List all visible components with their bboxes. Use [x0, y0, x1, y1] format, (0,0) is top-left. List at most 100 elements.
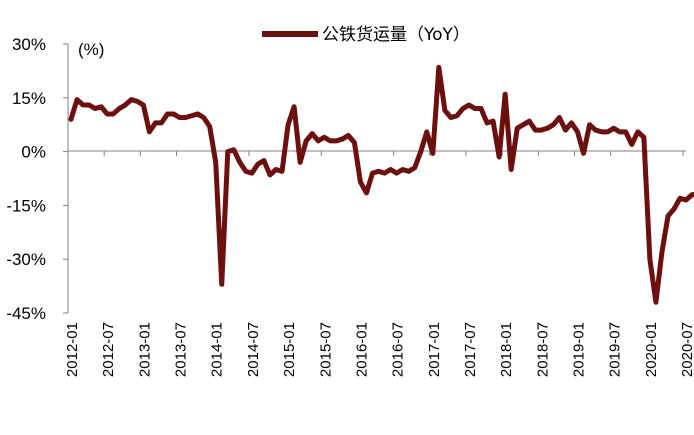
- data-point: [196, 112, 200, 116]
- data-point: [238, 160, 242, 164]
- data-point: [648, 257, 652, 261]
- data-point: [437, 65, 441, 69]
- data-point: [654, 300, 658, 304]
- data-point: [503, 92, 507, 96]
- data-point: [642, 135, 646, 139]
- data-point: [497, 155, 501, 159]
- data-point: [364, 191, 368, 195]
- y-tick-label: 0%: [21, 143, 46, 162]
- data-point: [594, 128, 598, 132]
- x-tick-label: 2016-07: [390, 322, 407, 377]
- data-point: [425, 130, 429, 134]
- data-point: [371, 171, 375, 175]
- data-point: [509, 168, 513, 172]
- data-point: [346, 133, 350, 137]
- data-point: [672, 207, 676, 211]
- data-point: [401, 168, 405, 172]
- data-point: [81, 103, 85, 107]
- data-point: [576, 130, 580, 134]
- data-point: [618, 130, 622, 134]
- y-axis-ticks: 30% 15% 0% -15% -30% -45%: [6, 35, 68, 323]
- data-point: [105, 112, 109, 116]
- data-point: [407, 169, 411, 173]
- x-tick-label: 2013-07: [173, 322, 190, 377]
- data-point: [413, 166, 417, 170]
- data-point: [87, 103, 91, 107]
- data-point: [449, 116, 453, 120]
- data-point: [461, 107, 465, 111]
- data-point: [383, 171, 387, 175]
- data-point: [202, 116, 206, 120]
- data-point: [352, 141, 356, 145]
- data-point: [551, 123, 555, 127]
- data-point: [473, 107, 477, 111]
- data-point: [636, 130, 640, 134]
- data-point: [165, 112, 169, 116]
- x-tick-label: 2017-07: [462, 322, 479, 377]
- data-point: [479, 107, 483, 111]
- data-point: [485, 121, 489, 125]
- data-point: [244, 169, 248, 173]
- data-point: [208, 124, 212, 128]
- data-point: [69, 117, 73, 121]
- data-point: [220, 282, 224, 286]
- data-point: [660, 250, 664, 254]
- data-point: [190, 114, 194, 118]
- data-points: [69, 65, 694, 304]
- data-point: [256, 162, 260, 166]
- data-point: [588, 123, 592, 127]
- data-point: [129, 98, 133, 102]
- data-point: [377, 169, 381, 173]
- data-point: [123, 103, 127, 107]
- data-point: [684, 198, 688, 202]
- data-point: [111, 112, 115, 116]
- data-point: [563, 128, 567, 132]
- data-point: [147, 130, 151, 134]
- data-point: [569, 121, 573, 125]
- x-tick-label: 2015-07: [317, 322, 334, 377]
- data-point: [678, 196, 682, 200]
- x-tick-label: 2015-01: [281, 322, 298, 377]
- data-point: [286, 123, 290, 127]
- data-point: [153, 121, 157, 125]
- x-tick-label: 2019-01: [571, 322, 588, 377]
- y-axis-unit-label: (%): [78, 40, 104, 59]
- data-point: [690, 193, 694, 197]
- data-point: [274, 168, 278, 172]
- x-axis-ticks: 2012-01 2012-07 2013-01 2013-07 2014-01 2014-…: [64, 151, 694, 377]
- data-point: [159, 121, 163, 125]
- data-point: [515, 126, 519, 130]
- data-point: [304, 139, 308, 143]
- data-point: [99, 105, 103, 109]
- data-point: [322, 135, 326, 139]
- data-point: [334, 139, 338, 143]
- x-tick-label: 2014-01: [209, 322, 226, 377]
- data-point: [226, 150, 230, 154]
- data-point: [75, 98, 79, 102]
- data-point: [135, 99, 139, 103]
- data-point: [600, 130, 604, 134]
- data-point: [624, 130, 628, 134]
- data-point: [214, 160, 218, 164]
- x-tick-label: 2019-07: [607, 322, 624, 377]
- data-point: [431, 151, 435, 155]
- data-point: [491, 119, 495, 123]
- data-point: [310, 132, 314, 136]
- data-point: [358, 180, 362, 184]
- y-tick-label: -30%: [6, 250, 46, 269]
- data-point: [117, 107, 121, 111]
- x-tick-label: 2012-01: [64, 322, 81, 377]
- x-tick-label: 2017-01: [426, 322, 443, 377]
- data-point: [395, 171, 399, 175]
- data-point: [606, 130, 610, 134]
- series-line: [68, 64, 694, 305]
- x-tick-label: 2016-01: [353, 322, 370, 377]
- x-tick-label: 2013-01: [136, 322, 153, 377]
- data-point: [539, 128, 543, 132]
- data-point: [184, 116, 188, 120]
- data-point: [268, 173, 272, 177]
- data-point: [582, 151, 586, 155]
- data-point: [630, 142, 634, 146]
- x-tick-label: 2020-07: [679, 322, 694, 377]
